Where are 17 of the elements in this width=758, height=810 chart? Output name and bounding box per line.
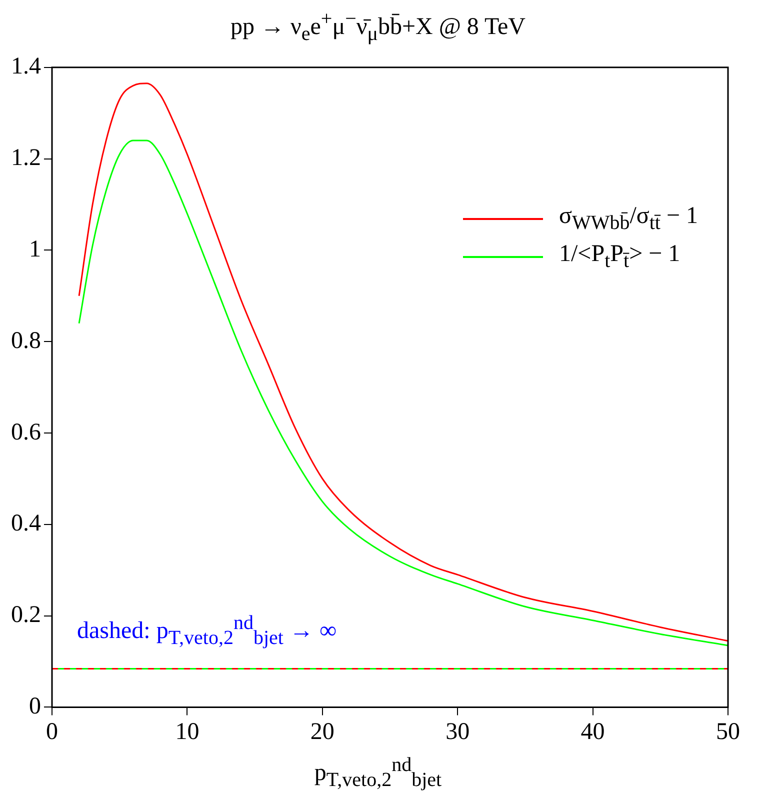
x-tick-label: 40	[580, 718, 605, 745]
y-tick-label: 0.4	[11, 510, 41, 537]
chart-title: pp → ν$_{e}$e$^{+}$μ$^{−}$ν̄$_{μ}$bb̄+X @ 8 TeV	[230, 8, 526, 45]
y-tick-label: 0.8	[11, 328, 41, 354]
y-tick-label: 0	[29, 693, 41, 720]
x-tick-label: 20	[310, 718, 334, 745]
legend-label: σ$_{WWbb̄}$/σ$_{tt̄}$ − 1	[559, 203, 698, 236]
y-tick-label: 1.2	[11, 145, 41, 172]
x-tick-label: 30	[446, 718, 470, 745]
y-tick-label: 0.6	[11, 419, 41, 446]
x-tick-label: 10	[175, 718, 200, 745]
y-tick-label: 0.2	[11, 602, 41, 628]
x-tick-label: 0	[46, 718, 58, 745]
legend-label: 1/<P$_{t}$P$_{t̄}$> − 1	[559, 241, 680, 273]
x-tick-label: 50	[716, 718, 740, 745]
y-tick-label: 1.4	[11, 54, 41, 80]
y-tick-label: 1	[29, 236, 41, 262]
